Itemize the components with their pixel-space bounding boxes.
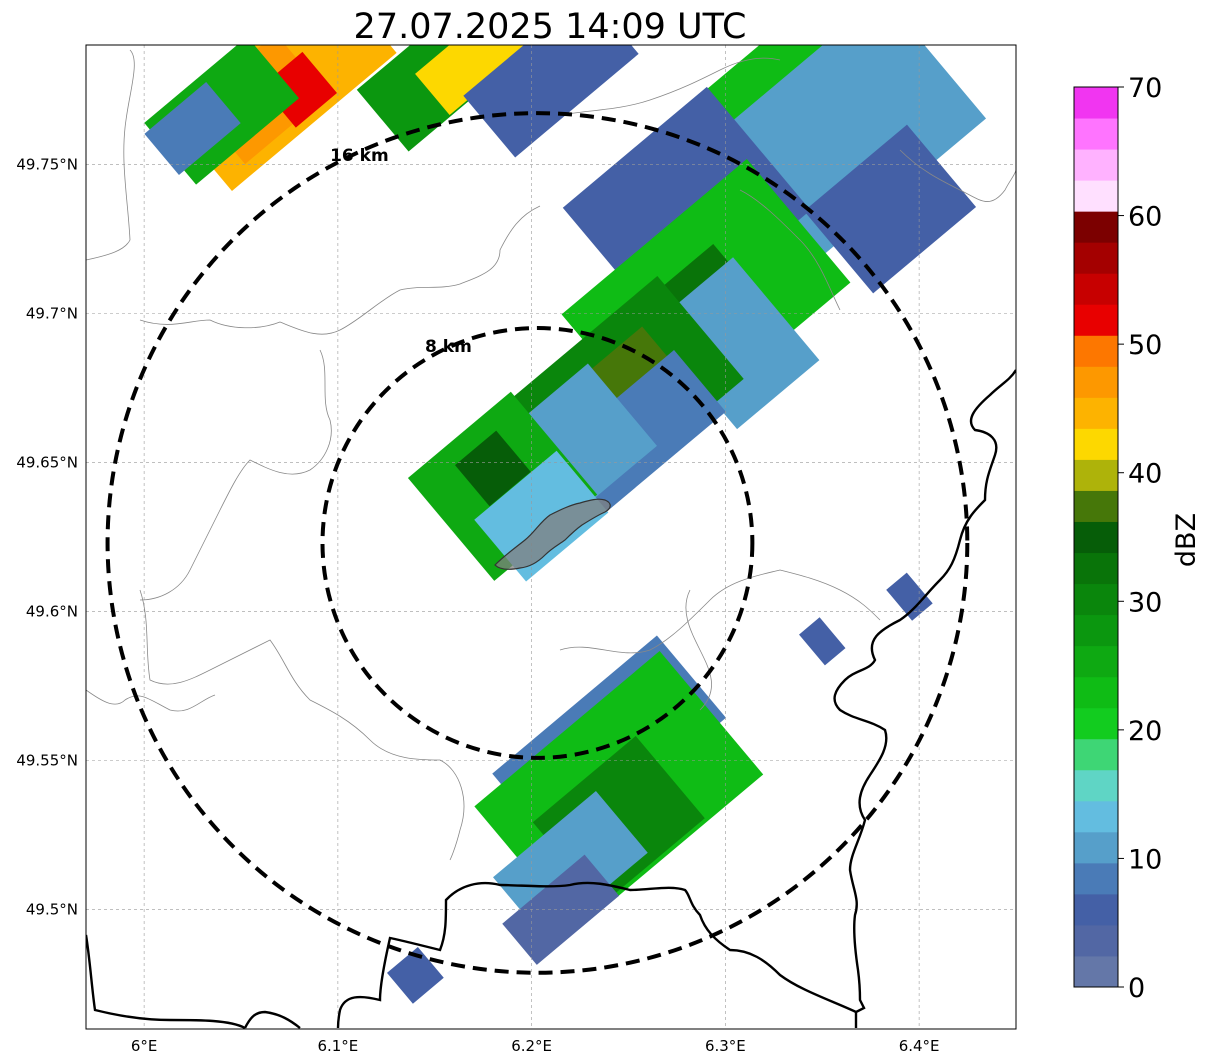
dbz-colorbar: 0 10 20 30 40 50 60 70 bbox=[1073, 73, 1162, 1004]
colorbar-segment bbox=[1074, 211, 1118, 243]
colorbar-label: dBZ bbox=[1171, 513, 1202, 567]
storm-cell-polygon bbox=[494, 498, 611, 570]
regional-boundary bbox=[899, 149, 1016, 202]
radar-cell bbox=[144, 82, 241, 175]
colorbar-segment bbox=[1074, 552, 1118, 585]
latitude-tick-label: 49.6°N bbox=[26, 603, 78, 621]
colorbar-tick-label: 20 bbox=[1128, 716, 1162, 747]
radar-cell bbox=[474, 450, 609, 582]
colorbar-segment bbox=[1074, 428, 1118, 460]
range-ring bbox=[320, 326, 755, 760]
colorbar-segment bbox=[1074, 831, 1118, 864]
colorbar-segment bbox=[1074, 149, 1118, 181]
regional-boundary bbox=[559, 569, 881, 654]
colorbar-segment bbox=[1074, 707, 1118, 740]
colorbar-segment bbox=[1074, 862, 1118, 895]
colorbar-segment bbox=[1074, 769, 1118, 802]
radar-cell bbox=[799, 617, 846, 666]
colorbar-segment bbox=[1074, 180, 1118, 212]
national-border bbox=[86, 934, 246, 1029]
map-panel: 8 km 16 km 6°E 6.1°E 6.2°E 6.3°E 6.4°E 49.75°N… bbox=[16, 44, 1017, 1055]
national-border bbox=[243, 1010, 301, 1029]
radar-cell bbox=[463, 45, 639, 158]
regional-boundary bbox=[139, 205, 541, 335]
map-borders bbox=[86, 49, 1016, 1029]
latitude-tick-label: 49.5°N bbox=[26, 901, 78, 919]
radar-cell bbox=[415, 45, 532, 116]
colorbar-segment bbox=[1074, 676, 1118, 709]
colorbar-segment bbox=[1074, 335, 1118, 367]
colorbar-tick-label: 60 bbox=[1128, 202, 1162, 233]
latitude-tick-label: 49.65°N bbox=[16, 453, 78, 471]
longitude-tick-label: 6.4°E bbox=[899, 1037, 940, 1055]
colorbar-segment bbox=[1074, 645, 1118, 678]
map-gridlines bbox=[86, 45, 1016, 1029]
colorbar-segment bbox=[1074, 490, 1118, 522]
colorbar-tick-label: 10 bbox=[1128, 844, 1162, 875]
colorbar-segment bbox=[1074, 583, 1118, 616]
map-axis-ticks: 6°E 6.1°E 6.2°E 6.3°E 6.4°E 49.75°N 49.7°N 49.6… bbox=[16, 155, 939, 1055]
range-ring bbox=[105, 111, 970, 975]
latitude-tick-label: 49.75°N bbox=[16, 155, 78, 173]
colorbar-segment bbox=[1074, 521, 1118, 554]
regional-boundary bbox=[86, 689, 216, 712]
colorbar-segment bbox=[1074, 397, 1118, 429]
radar-reflectivity-layer bbox=[144, 45, 987, 1004]
colorbar-tick-label: 0 bbox=[1128, 973, 1145, 1004]
colorbar-segment bbox=[1074, 242, 1118, 274]
radar-cell bbox=[804, 124, 977, 294]
colorbar-segment bbox=[1074, 800, 1118, 833]
regional-boundary bbox=[559, 57, 781, 116]
colorbar-segment bbox=[1074, 304, 1118, 336]
colorbar-segment bbox=[1074, 459, 1118, 491]
colorbar-segment bbox=[1074, 366, 1118, 398]
range-ring-label: 8 km bbox=[425, 337, 472, 357]
colorbar-segment bbox=[1074, 273, 1118, 305]
regional-boundary bbox=[739, 189, 841, 311]
colorbar-segment bbox=[1074, 118, 1118, 150]
regional-boundary bbox=[685, 589, 712, 711]
radar-cell bbox=[386, 946, 444, 1004]
radar-cell bbox=[650, 257, 820, 430]
national-border bbox=[336, 881, 857, 1029]
radar-cell bbox=[886, 572, 933, 621]
radar-cell bbox=[455, 430, 531, 507]
regional-boundary bbox=[86, 49, 135, 261]
regional-boundary bbox=[139, 589, 465, 861]
regional-boundary bbox=[139, 349, 332, 601]
colorbar-tick-label: 30 bbox=[1128, 587, 1162, 618]
figure-title: 27.07.2025 14:09 UTC bbox=[354, 7, 747, 47]
colorbar-segment bbox=[1074, 87, 1118, 119]
latitude-tick-label: 49.7°N bbox=[26, 304, 78, 322]
colorbar-tick-label: 40 bbox=[1128, 459, 1162, 490]
longitude-tick-label: 6.1°E bbox=[317, 1037, 358, 1055]
longitude-tick-label: 6.2°E bbox=[511, 1037, 552, 1055]
colorbar-frame bbox=[1073, 86, 1119, 988]
national-border bbox=[833, 369, 1016, 1028]
colorbar-tick-label: 50 bbox=[1128, 330, 1162, 361]
colorbar-segment bbox=[1074, 614, 1118, 647]
colorbar-segment bbox=[1074, 924, 1118, 957]
colorbar-segment bbox=[1074, 893, 1118, 926]
longitude-tick-label: 6.3°E bbox=[705, 1037, 746, 1055]
radar-cell bbox=[704, 45, 863, 133]
colorbar-segment bbox=[1074, 738, 1118, 771]
latitude-tick-label: 49.55°N bbox=[16, 752, 78, 770]
range-rings: 8 km 16 km bbox=[105, 111, 970, 975]
map-frame bbox=[85, 44, 1017, 1030]
colorbar-segment bbox=[1074, 955, 1118, 988]
range-ring-label: 16 km bbox=[330, 146, 389, 166]
colorbar-tick-label: 70 bbox=[1128, 73, 1162, 104]
longitude-tick-label: 6°E bbox=[131, 1037, 158, 1055]
